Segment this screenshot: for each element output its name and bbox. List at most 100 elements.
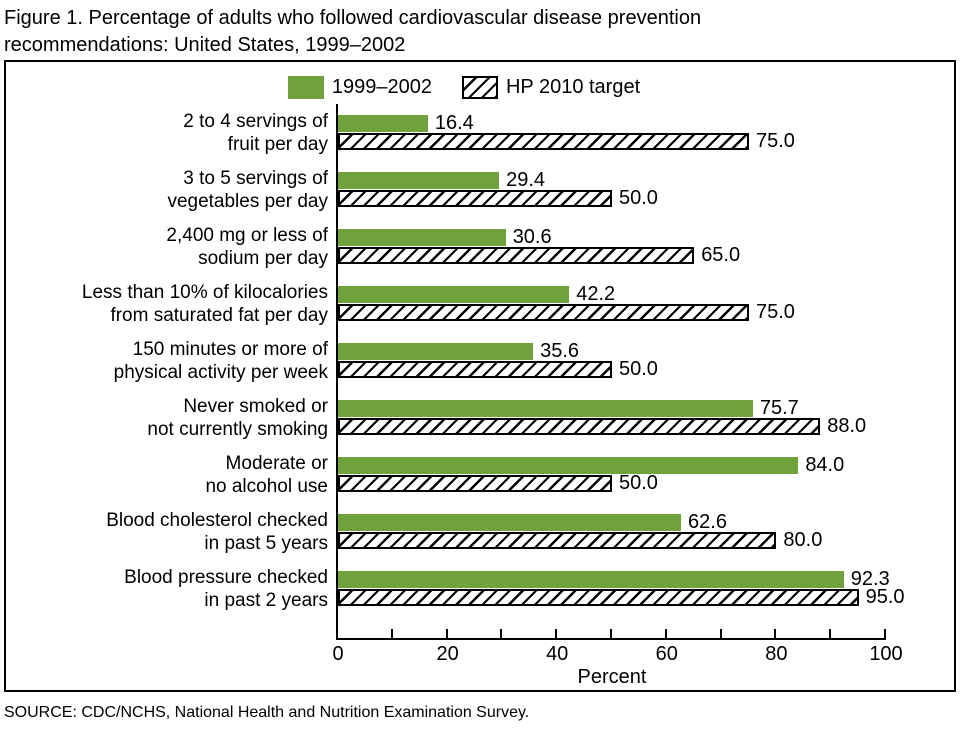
bar-value-label: 80.0 <box>783 529 823 551</box>
category-label: 2,400 mg or less of sodium per day <box>166 224 328 269</box>
bar-1999-2002 <box>338 229 506 246</box>
bar-group: 92.3 95.0 <box>338 560 905 617</box>
category-label: 150 minutes or more of physical activity … <box>113 338 328 383</box>
bar-row: 95.0 <box>338 586 905 608</box>
x-axis-tick <box>829 629 832 638</box>
bar-hp2010-target <box>338 247 695 264</box>
figure-title-line2: recommendations: United States, 1999–200… <box>4 34 406 56</box>
bar-value-label: 30.6 <box>512 226 552 248</box>
bar-row: 92.3 <box>338 568 890 590</box>
bar-hp2010-target <box>338 418 821 435</box>
bar-group: 35.6 50.0 <box>338 332 886 389</box>
category-label: Blood cholesterol checked in past 5 years <box>106 509 328 554</box>
bar-1999-2002 <box>338 172 500 189</box>
figure-title-line1: Figure 1. Percentage of adults who follo… <box>4 7 702 29</box>
legend-item-hp2010-target: HP 2010 target <box>461 75 640 99</box>
bar-hp2010-target <box>338 190 612 207</box>
legend-swatch-green <box>287 75 324 99</box>
bar-row: 84.0 <box>338 454 886 476</box>
bar-value-label: 92.3 <box>850 568 890 590</box>
bar-1999-2002 <box>338 457 799 474</box>
bar-value-label: 65.0 <box>701 244 741 266</box>
bar-row: 50.0 <box>338 472 886 494</box>
bar-row: 42.2 <box>338 283 886 305</box>
bar-value-label: 50.0 <box>619 472 658 494</box>
bar-value-label: 50.0 <box>619 358 658 380</box>
bar-1999-2002 <box>338 286 570 303</box>
chart-legend: 1999–2002 HP 2010 target <box>0 75 938 99</box>
bar-row: 35.6 <box>338 340 886 362</box>
bar-value-label: 35.6 <box>540 340 580 362</box>
bar-hp2010-target <box>338 532 777 549</box>
category-label: Blood pressure checked in past 2 years <box>124 566 328 611</box>
x-axis-tick <box>336 629 338 638</box>
bar-group: 42.2 75.0 <box>338 275 886 332</box>
category-label: Never smoked or not currently smoking <box>147 395 328 440</box>
bar-group: 75.7 88.0 <box>338 389 886 446</box>
legend-swatch-hatched <box>461 75 498 99</box>
plot-area: 2 to 4 servings of fruit per day 3 to 5 se… <box>6 104 954 640</box>
bar-1999-2002 <box>338 400 753 417</box>
category-label: 2 to 4 servings of fruit per day <box>183 110 328 155</box>
x-axis-tick <box>500 629 503 638</box>
bar-group: 29.4 50.0 <box>338 161 886 218</box>
x-axis-tick <box>555 629 558 638</box>
bar-row: 75.0 <box>338 130 886 152</box>
legend-label-1999-2002: 1999–2002 <box>331 75 432 98</box>
chart-frame: 1999–2002 HP 2010 target 2 to 4 servings… <box>4 60 956 692</box>
category-labels: 2 to 4 servings of fruit per day 3 to 5 se… <box>6 104 336 617</box>
bar-row: 75.7 <box>338 397 886 419</box>
category-label: Moderate or no alcohol use <box>205 452 328 497</box>
bar-value-label: 88.0 <box>827 415 867 437</box>
bars-area: 16.4 75.0 29.4 50.0 30.6 65.0 42.2 75.0 35.6 50.0… <box>336 104 905 640</box>
x-axis-tick <box>884 629 886 638</box>
bar-row: 62.6 <box>338 511 886 533</box>
bar-hp2010-target <box>338 304 749 321</box>
bar-row: 80.0 <box>338 529 886 551</box>
x-axis-tick-label: 60 <box>655 643 678 665</box>
bar-hp2010-target <box>338 133 749 150</box>
x-axis-tick-label: 100 <box>869 643 903 665</box>
bar-value-label: 75.0 <box>756 130 795 152</box>
bar-1999-2002 <box>338 343 534 360</box>
bar-1999-2002 <box>338 514 682 531</box>
bar-value-label: 95.0 <box>865 586 905 608</box>
x-axis-title: Percent <box>577 666 647 688</box>
bar-value-label: 62.6 <box>688 511 727 533</box>
bar-row: 16.4 <box>338 112 886 134</box>
bar-row: 50.0 <box>338 187 886 209</box>
x-axis-tick-label: 0 <box>332 643 344 665</box>
bar-value-label: 29.4 <box>506 169 546 191</box>
x-axis-tick-label: 20 <box>436 643 459 665</box>
bar-group: 16.4 75.0 <box>338 104 886 161</box>
category-label: Less than 10% of kilocalories from satura… <box>81 281 328 326</box>
x-axis-tick <box>610 629 612 638</box>
bar-group: 30.6 65.0 <box>338 218 886 275</box>
x-axis-labels: 0 20 40 60 80 100 <box>332 640 902 666</box>
bar-hp2010-target <box>338 475 612 492</box>
bar-row: 65.0 <box>338 244 886 266</box>
x-axis-tick-label: 80 <box>765 643 788 665</box>
bar-value-label: 42.2 <box>576 283 616 305</box>
x-axis-tick <box>445 629 448 638</box>
bar-value-label: 50.0 <box>619 187 658 209</box>
bar-row: 50.0 <box>338 358 886 380</box>
x-axis-tick <box>390 629 393 638</box>
legend-item-1999-2002: 1999–2002 <box>287 75 432 99</box>
bar-1999-2002 <box>338 115 428 132</box>
bar-1999-2002 <box>338 571 844 588</box>
bar-group: 62.6 80.0 <box>338 503 886 560</box>
category-label: 3 to 5 servings of vegetables per day <box>167 167 328 212</box>
bar-value-label: 75.0 <box>756 301 795 323</box>
bar-row: 75.0 <box>338 301 886 323</box>
bar-group: 84.0 50.0 <box>338 446 886 503</box>
x-axis-tick <box>774 629 777 638</box>
bar-value-label: 75.7 <box>759 397 799 419</box>
bar-row: 30.6 <box>338 226 886 248</box>
bar-row: 29.4 <box>338 169 886 191</box>
figure-title: Figure 1. Percentage of adults who follo… <box>0 0 960 59</box>
x-axis-tick-label: 40 <box>546 643 569 665</box>
x-axis-tick <box>719 629 722 638</box>
bar-hp2010-target <box>338 361 612 378</box>
bar-value-label: 16.4 <box>434 112 474 134</box>
